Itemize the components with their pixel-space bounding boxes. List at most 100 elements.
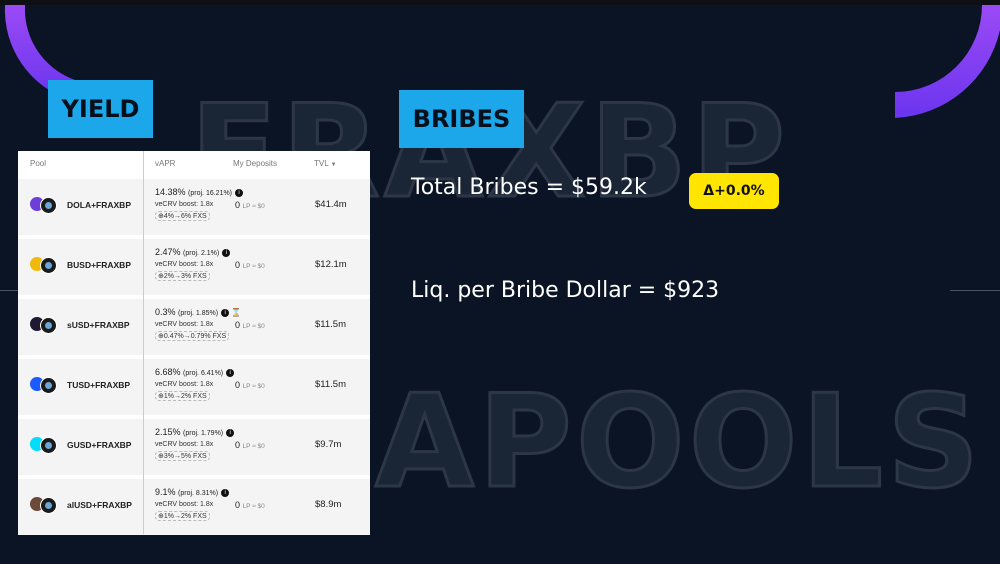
delta-badge: Δ+0.0% [689,173,779,209]
table-row[interactable]: GUSD+FRAXBP 2.15% (proj. 1.79%) i veCRV b… [18,415,370,475]
top-strip [0,0,1000,5]
apr-value: 14.38% [155,187,186,197]
vecrv-boost: veCRV boost: 1.8x [155,321,214,328]
tvl-value: $41.4m [315,199,347,210]
lp-value: LP ≈ $0 [242,323,265,330]
apr-value: 6.68% [155,367,181,377]
tvl-value: $9.7m [315,439,342,450]
my-deposits: 0 LP ≈ $0 [235,200,265,210]
lp-value: LP ≈ $0 [242,263,265,270]
fraxbp-icon [40,257,57,274]
table-row[interactable]: TUSD+FRAXBP 6.68% (proj. 6.41%) i veCRV b… [18,355,370,415]
lp-value: LP ≈ $0 [242,503,265,510]
lp-amount: 0 [235,320,241,330]
column-divider [143,151,144,534]
fxs-boost: ⊕1%→2% FXS [155,511,210,521]
pools-table: Pool vAPR My Deposits TVL ▼ DOLA+FRAXBP … [18,151,370,535]
fraxbp-icon [40,377,57,394]
vapr: 2.47% (proj. 2.1%) i [155,247,232,257]
apr-proj: (proj. 16.21%) [188,190,233,197]
tvl-value: $11.5m [315,319,346,330]
vecrv-boost: veCRV boost: 1.8x [155,201,214,208]
liq-per-bribe-dollar: Liq. per Bribe Dollar = $923 [411,278,720,303]
vapr: 2.15% (proj. 1.79%) i [155,427,236,437]
fxs-boost: ⊕1%→2% FXS [155,391,210,401]
fxs-boost: ⊕0.47%→0.79% FXS [155,331,230,341]
my-deposits: 0 LP ≈ $0 [235,260,265,270]
pool-name[interactable]: GUSD+FRAXBP [67,440,132,450]
fxs-boost: ⊕4%→6% FXS [155,211,210,221]
vecrv-boost: veCRV boost: 1.8x [155,441,214,448]
arc-top-left [4,5,82,100]
yield-tag: YIELD [48,80,153,138]
fraxbp-icon [40,497,57,514]
tvl-value: $11.5m [315,379,346,390]
apr-proj: (proj. 6.41%) [183,370,224,377]
lp-amount: 0 [235,260,241,270]
my-deposits: 0 LP ≈ $0 [235,320,265,330]
vecrv-boost: veCRV boost: 1.8x [155,261,214,268]
col-tvl-label: TVL [314,159,329,168]
info-icon[interactable]: i [226,368,235,377]
table-row[interactable]: BUSD+FRAXBP 2.47% (proj. 2.1%) i veCRV bo… [18,235,370,295]
bribes-tag: BRIBES [399,90,524,148]
pool-name[interactable]: BUSD+FRAXBP [67,260,131,270]
lp-value: LP ≈ $0 [242,203,265,210]
table-row[interactable]: DOLA+FRAXBP 14.38% (proj. 16.21%) i veCRV… [18,175,370,235]
info-icon[interactable]: i [222,248,231,257]
fraxbp-icon [40,317,57,334]
info-icon[interactable]: i [226,428,235,437]
col-tvl[interactable]: TVL ▼ [314,159,337,168]
info-icon[interactable]: i [221,308,230,317]
info-icon[interactable]: i [235,188,244,197]
vapr: 14.38% (proj. 16.21%) i [155,187,245,197]
vapr: 6.68% (proj. 6.41%) i [155,367,236,377]
hourglass-icon: ⌛ [231,308,242,317]
fxs-boost: ⊕3%→5% FXS [155,451,210,461]
watermark-pools: APOOLS [373,367,984,519]
vapr: 9.1% (proj. 8.31%) i [155,487,231,497]
lp-amount: 0 [235,440,241,450]
vecrv-boost: veCRV boost: 1.8x [155,381,214,388]
my-deposits: 0 LP ≈ $0 [235,440,265,450]
apr-proj: (proj. 2.1%) [183,250,220,257]
col-deposits[interactable]: My Deposits [233,159,278,168]
pool-name[interactable]: sUSD+FRAXBP [67,320,130,330]
pool-name[interactable]: alUSD+FRAXBP [67,500,132,510]
pool-name[interactable]: DOLA+FRAXBP [67,200,131,210]
col-pool[interactable]: Pool [30,159,47,168]
apr-value: 0.3% [155,307,176,317]
apr-value: 2.15% [155,427,181,437]
info-icon[interactable]: i [221,488,230,497]
arc-top-right [895,5,1000,118]
total-bribes: Total Bribes = $59.2k [411,175,647,200]
vapr: 0.3% (proj. 1.85%) i ⌛ [155,307,241,317]
table-row[interactable]: alUSD+FRAXBP 9.1% (proj. 8.31%) i veCRV b… [18,475,370,535]
fxs-boost: ⊕2%→3% FXS [155,271,210,281]
apr-proj: (proj. 8.31%) [178,490,219,497]
pool-name[interactable]: TUSD+FRAXBP [67,380,131,390]
apr-value: 9.1% [155,487,176,497]
tvl-value: $12.1m [315,259,347,270]
lp-value: LP ≈ $0 [242,383,265,390]
apr-proj: (proj. 1.79%) [183,430,224,437]
lp-amount: 0 [235,200,241,210]
table-row[interactable]: sUSD+FRAXBP 0.3% (proj. 1.85%) i ⌛ veCRV b… [18,295,370,355]
fraxbp-icon [40,197,57,214]
table-header: Pool vAPR My Deposits TVL ▼ [18,151,370,175]
divider-left [0,290,18,291]
tvl-value: $8.9m [315,499,342,510]
caret-down-icon: ▼ [330,162,337,168]
divider-right [950,290,1000,291]
vecrv-boost: veCRV boost: 1.8x [155,501,214,508]
apr-proj: (proj. 1.85%) [178,310,219,317]
lp-amount: 0 [235,500,241,510]
my-deposits: 0 LP ≈ $0 [235,380,265,390]
col-vapr[interactable]: vAPR [155,159,176,168]
fraxbp-icon [40,437,57,454]
my-deposits: 0 LP ≈ $0 [235,500,265,510]
lp-amount: 0 [235,380,241,390]
apr-value: 2.47% [155,247,181,257]
lp-value: LP ≈ $0 [242,443,265,450]
